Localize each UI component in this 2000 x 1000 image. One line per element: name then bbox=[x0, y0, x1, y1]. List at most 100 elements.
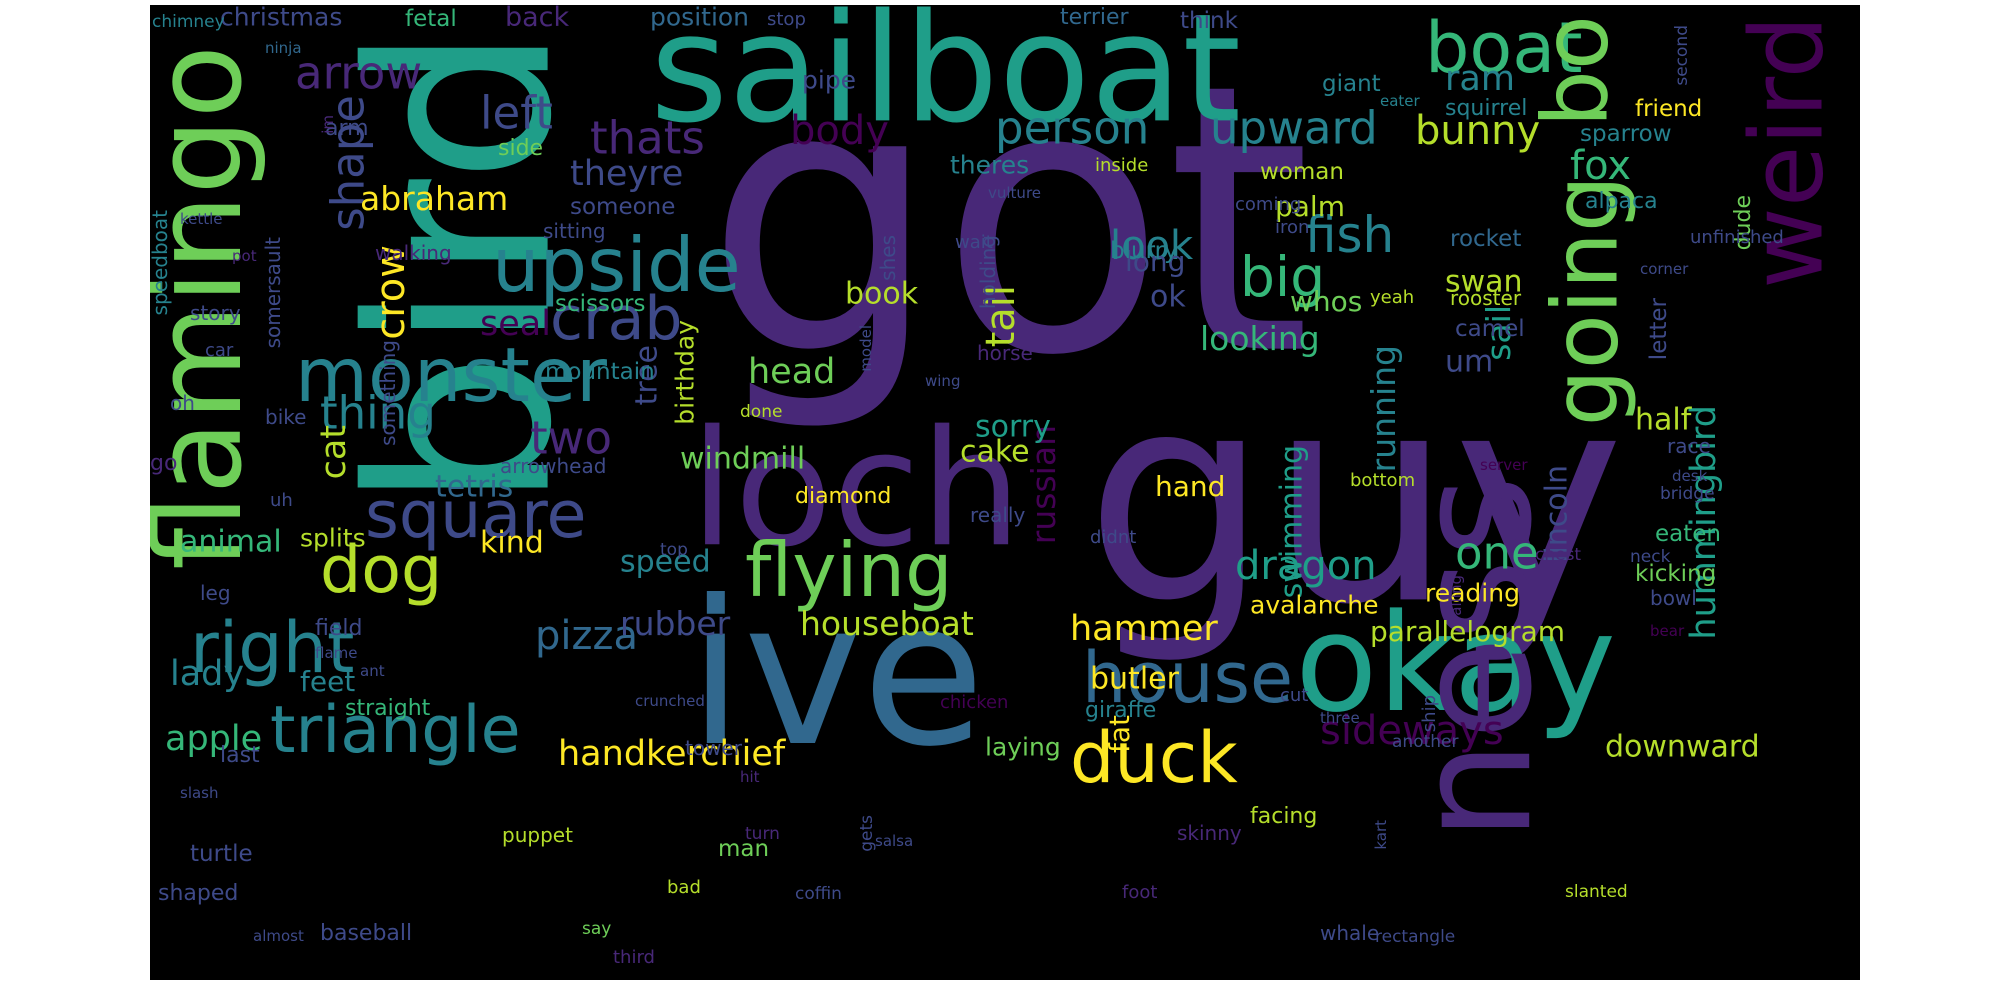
word-thing: thing bbox=[320, 387, 436, 440]
word-half: half bbox=[1635, 403, 1693, 438]
word-look: look bbox=[1110, 223, 1194, 269]
word-diamond: diamond bbox=[795, 484, 891, 509]
word-got: got bbox=[705, 7, 1311, 437]
word-crunched: crunched bbox=[635, 692, 705, 710]
word-cake: cake bbox=[960, 435, 1030, 470]
word-tetris: tetris bbox=[435, 470, 513, 505]
word-kicking: kicking bbox=[1635, 561, 1716, 587]
word-hummingbird: hummingbird bbox=[1684, 405, 1724, 640]
word-speedboat: speedboat bbox=[150, 210, 172, 316]
word-inside: inside bbox=[1095, 155, 1148, 176]
word-kind: kind bbox=[480, 526, 544, 561]
word-coming: coming bbox=[1235, 194, 1301, 215]
word-laying: laying bbox=[985, 732, 1061, 761]
word-feet: feet bbox=[300, 665, 355, 698]
word-scissors: scissors bbox=[555, 291, 646, 317]
word-coffin: coffin bbox=[795, 884, 842, 904]
word-dog: dog bbox=[320, 533, 442, 608]
word-head: head bbox=[748, 352, 835, 392]
word-running: running bbox=[1364, 345, 1403, 472]
word-side: side bbox=[498, 136, 543, 161]
word-flying: flying bbox=[745, 526, 953, 614]
word-car: car bbox=[205, 340, 234, 361]
word-theyre: theyre bbox=[570, 154, 683, 194]
word-go: go bbox=[150, 451, 177, 476]
word-bear: bear bbox=[1650, 622, 1685, 640]
word-server: server bbox=[1480, 456, 1528, 474]
word-almost: almost bbox=[253, 927, 304, 945]
word-three: three bbox=[1320, 709, 1360, 727]
word-corner: corner bbox=[1640, 260, 1689, 278]
word-square: square bbox=[365, 478, 586, 553]
word-really: really bbox=[970, 503, 1025, 527]
word-arrowhead: arrowhead bbox=[500, 454, 606, 478]
word-giant: giant bbox=[1322, 71, 1381, 97]
word-fetal: fetal bbox=[405, 6, 457, 32]
word-bird: bird bbox=[316, 25, 607, 510]
word-tower: tower bbox=[685, 736, 743, 760]
word-sideways: sideways bbox=[1320, 708, 1504, 754]
word-whos: whos bbox=[1290, 285, 1362, 318]
word-wait: wait bbox=[955, 232, 993, 253]
word-cloud: got guy bird ive sailboat flamingo loch okay nes… bbox=[150, 5, 1860, 980]
word-bunny: bunny bbox=[1415, 108, 1540, 154]
word-oh: oh bbox=[170, 391, 195, 415]
word-ship: ship bbox=[1419, 695, 1440, 732]
word-letter: letter bbox=[1646, 297, 1672, 360]
word-pizza: pizza bbox=[535, 613, 638, 659]
word-slash: slash bbox=[180, 784, 219, 802]
word-camel: camel bbox=[1455, 316, 1525, 342]
word-houseboat: houseboat bbox=[800, 604, 974, 643]
word-bike: bike bbox=[265, 405, 306, 429]
word-straight: straight bbox=[345, 696, 431, 721]
word-sitting: sitting bbox=[543, 219, 606, 243]
word-body: body bbox=[790, 108, 889, 154]
word-swan: swan bbox=[1445, 265, 1523, 300]
word-hammer: hammer bbox=[1070, 609, 1218, 649]
word-reading: reading bbox=[1425, 578, 1520, 607]
word-ok: ok bbox=[1150, 280, 1186, 315]
word-skinny: skinny bbox=[1177, 821, 1242, 845]
word-rooster: rooster bbox=[1450, 286, 1522, 310]
word-windmill: windmill bbox=[680, 442, 805, 477]
word-puppet: puppet bbox=[502, 823, 573, 847]
word-birthday: birthday bbox=[670, 320, 699, 425]
word-didnt: didnt bbox=[1090, 527, 1136, 548]
word-friend: friend bbox=[1635, 96, 1702, 122]
word-horse: horse bbox=[977, 341, 1033, 365]
word-vulture: vulture bbox=[988, 184, 1041, 202]
word-flamingo: flamingo bbox=[150, 45, 269, 570]
word-fish: fish bbox=[1305, 206, 1394, 264]
word-rocket: rocket bbox=[1450, 226, 1521, 252]
word-im: im bbox=[319, 115, 337, 134]
word-fat: fat bbox=[1103, 715, 1136, 753]
word-done: done bbox=[740, 402, 782, 422]
word-leg: leg bbox=[200, 581, 231, 605]
word-dragon: dragon bbox=[1235, 543, 1377, 589]
word-kettle: kettle bbox=[180, 210, 223, 228]
word-something: something bbox=[376, 340, 400, 446]
word-bridge: bridge bbox=[1660, 484, 1715, 504]
word-long: long bbox=[1125, 245, 1185, 278]
word-facing: facing bbox=[1250, 804, 1317, 829]
word-big: big bbox=[1240, 245, 1325, 309]
word-position: position bbox=[650, 5, 749, 31]
word-flame: flame bbox=[315, 644, 357, 662]
word-arrow: arrow bbox=[295, 47, 422, 100]
word-last: last bbox=[220, 743, 260, 768]
word-crow: crow bbox=[368, 245, 414, 340]
word-downward: downward bbox=[1605, 730, 1760, 765]
word-fox: fox bbox=[1570, 143, 1631, 189]
word-chimney: chimney bbox=[152, 12, 225, 32]
word-foot: foot bbox=[1122, 882, 1157, 903]
word-shape: shape bbox=[322, 95, 375, 231]
word-chicken: chicken bbox=[940, 692, 1008, 713]
word-squirrel: squirrel bbox=[1445, 96, 1527, 121]
word-ant: ant bbox=[360, 662, 385, 680]
word-upward: upward bbox=[1210, 102, 1378, 155]
word-field: field bbox=[315, 616, 362, 641]
word-lincoln: lincoln bbox=[1540, 465, 1575, 563]
word-third: third bbox=[613, 947, 655, 968]
word-going: going bbox=[1533, 175, 1638, 426]
word-christmas: christmas bbox=[220, 5, 342, 31]
